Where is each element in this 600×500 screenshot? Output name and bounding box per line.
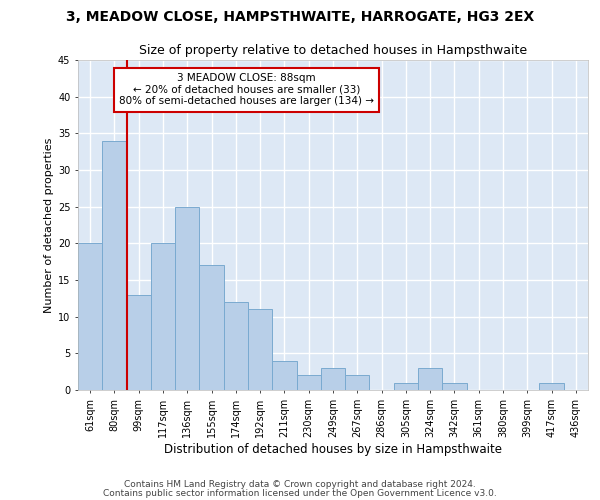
Bar bbox=[442, 382, 467, 390]
Text: 3, MEADOW CLOSE, HAMPSTHWAITE, HARROGATE, HG3 2EX: 3, MEADOW CLOSE, HAMPSTHWAITE, HARROGATE… bbox=[66, 10, 534, 24]
Bar bbox=[418, 368, 442, 390]
Bar bbox=[248, 310, 272, 390]
Bar bbox=[127, 294, 151, 390]
Bar bbox=[539, 382, 564, 390]
Bar bbox=[321, 368, 345, 390]
Bar bbox=[296, 376, 321, 390]
Text: Contains public sector information licensed under the Open Government Licence v3: Contains public sector information licen… bbox=[103, 489, 497, 498]
Bar bbox=[175, 206, 199, 390]
X-axis label: Distribution of detached houses by size in Hampsthwaite: Distribution of detached houses by size … bbox=[164, 442, 502, 456]
Bar bbox=[394, 382, 418, 390]
Text: 3 MEADOW CLOSE: 88sqm
← 20% of detached houses are smaller (33)
80% of semi-deta: 3 MEADOW CLOSE: 88sqm ← 20% of detached … bbox=[119, 73, 374, 106]
Bar bbox=[199, 266, 224, 390]
Bar bbox=[102, 140, 127, 390]
Title: Size of property relative to detached houses in Hampsthwaite: Size of property relative to detached ho… bbox=[139, 44, 527, 58]
Bar bbox=[78, 244, 102, 390]
Text: Contains HM Land Registry data © Crown copyright and database right 2024.: Contains HM Land Registry data © Crown c… bbox=[124, 480, 476, 489]
Bar bbox=[272, 360, 296, 390]
Bar bbox=[151, 244, 175, 390]
Y-axis label: Number of detached properties: Number of detached properties bbox=[44, 138, 53, 312]
Bar bbox=[345, 376, 370, 390]
Bar bbox=[224, 302, 248, 390]
